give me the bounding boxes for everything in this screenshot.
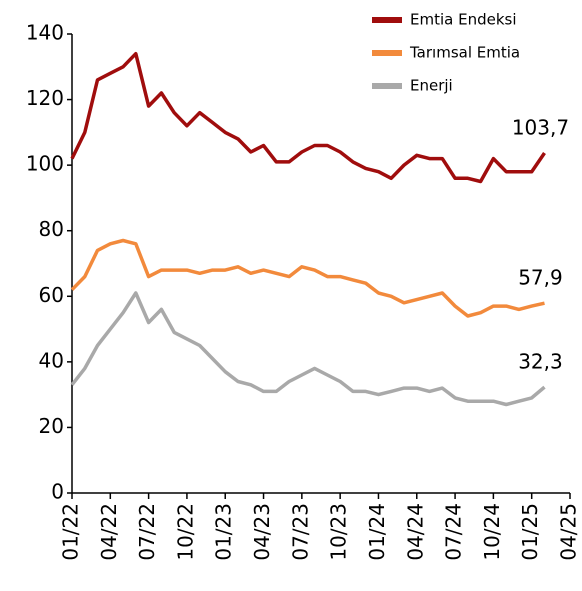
data-label: 57,9 <box>518 266 563 290</box>
data-label: 103,7 <box>512 116 569 140</box>
legend-label: Emtia Endeksi <box>410 11 517 29</box>
y-tick-label: 140 <box>26 21 64 45</box>
x-tick-label: 04/22 <box>97 503 121 561</box>
y-tick-label: 80 <box>39 217 64 241</box>
data-label: 32,3 <box>518 350 563 374</box>
y-tick-label: 60 <box>39 283 64 307</box>
x-tick-label: 01/25 <box>518 503 542 561</box>
x-tick-label: 10/24 <box>480 503 504 561</box>
x-tick-label: 10/22 <box>173 503 197 561</box>
x-tick-label: 04/23 <box>250 503 274 561</box>
series-line <box>70 238 545 318</box>
y-tick-label: 0 <box>51 480 64 504</box>
x-tick-label: 07/23 <box>288 503 312 561</box>
x-tick-label: 01/22 <box>59 503 83 561</box>
y-tick-label: 120 <box>26 86 64 110</box>
y-tick-label: 20 <box>39 414 64 438</box>
x-tick-label: 07/24 <box>442 503 466 561</box>
y-tick-label: 100 <box>26 152 64 176</box>
x-tick-label: 04/24 <box>403 503 427 561</box>
x-tick-label: 04/25 <box>557 503 581 561</box>
legend-label: Enerji <box>410 77 453 95</box>
x-tick-label: 01/24 <box>365 503 389 561</box>
series-line <box>70 291 546 407</box>
x-tick-label: 01/23 <box>212 503 236 561</box>
x-tick-label: 10/23 <box>327 503 351 561</box>
legend-label: Tarımsal Emtia <box>409 44 520 62</box>
series-line <box>70 51 546 184</box>
x-tick-label: 07/22 <box>135 503 159 561</box>
y-tick-label: 40 <box>39 348 64 372</box>
